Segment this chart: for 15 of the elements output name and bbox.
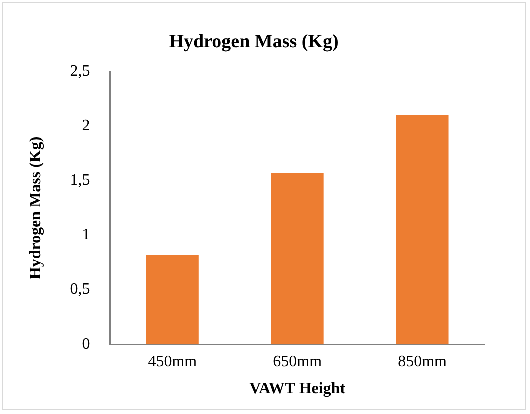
y-tick-label: 1 (82, 226, 90, 244)
bar (146, 255, 199, 345)
y-axis-title: Hydrogen Mass (Kg) (28, 136, 45, 280)
y-tick-label: 0,5 (70, 281, 90, 298)
y-tick-label: 2 (82, 118, 90, 135)
y-tick-label: 1,5 (70, 172, 90, 190)
x-tick-label: 650mm (273, 353, 323, 370)
y-tick-label: 2,5 (70, 63, 90, 80)
x-tick-label: 850mm (398, 353, 448, 370)
chart-title: Hydrogen Mass (Kg) (169, 31, 339, 52)
x-axis-title: VAWT Height (250, 380, 346, 398)
bar (271, 173, 324, 345)
y-tick-label: 0 (82, 336, 90, 353)
bar (396, 115, 449, 345)
x-tick-label: 450mm (148, 353, 198, 370)
